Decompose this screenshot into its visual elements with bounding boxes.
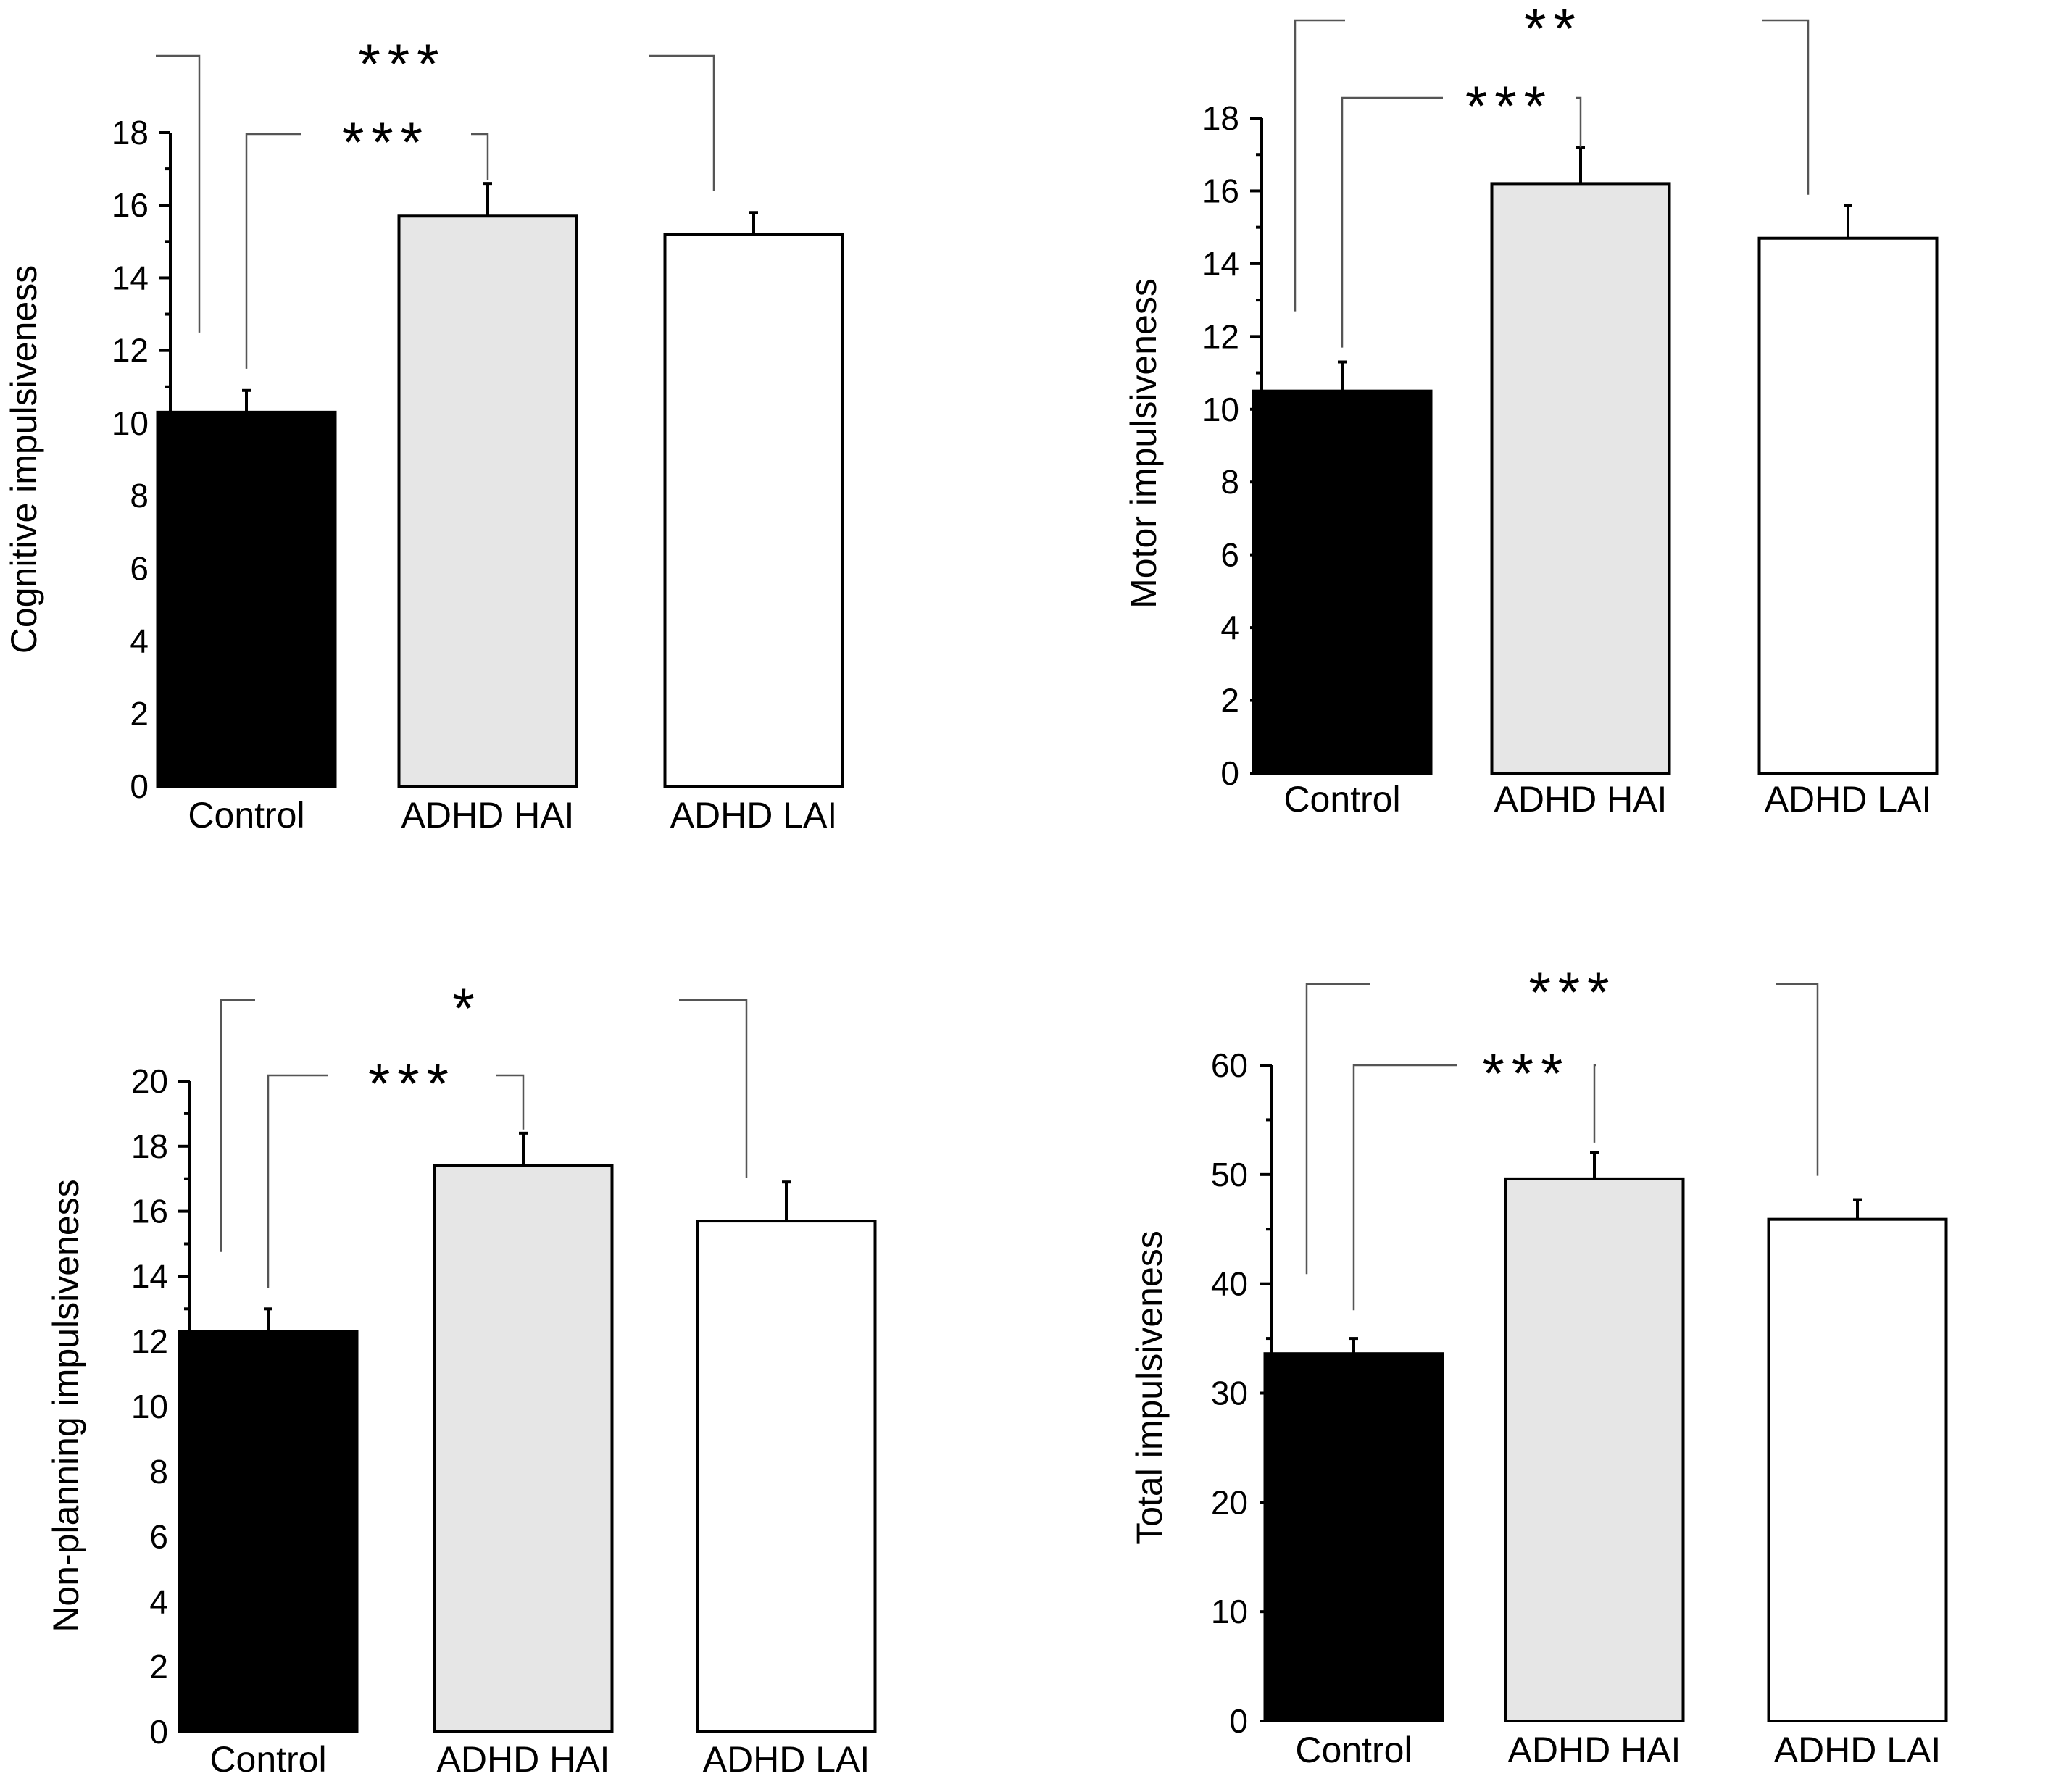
y-tick-label: 60 xyxy=(1211,1046,1248,1084)
significance-bracket-left xyxy=(1294,19,1345,312)
y-tick-label: 0 xyxy=(149,1713,168,1751)
x-category-label: ADHD LAI xyxy=(1765,779,1932,820)
panel-non-planning: 0 2 4 6 8 10 12 14 16 18 20 Non-planning impulsiven… xyxy=(46,976,877,1780)
y-tick-label: 2 xyxy=(149,1648,168,1685)
y-tick-label: 0 xyxy=(1220,754,1239,792)
x-category-label: Control xyxy=(188,795,304,835)
y-tick-label: 18 xyxy=(112,114,149,151)
x-category-label: ADHD HAI xyxy=(1494,779,1668,820)
x-category-label: Control xyxy=(1283,779,1400,820)
y-axis-label: Non-planning impulsiveness xyxy=(46,1179,86,1632)
significance-bracket-right xyxy=(1593,1064,1596,1143)
significance-bracket-left xyxy=(220,999,255,1252)
significance-bracket-left xyxy=(1352,1064,1457,1311)
x-category-label: Control xyxy=(1295,1730,1412,1770)
panel-motor: 0 2 4 6 8 10 12 14 16 18 Motor impulsiveness Contro… xyxy=(1123,0,1939,820)
significance-bracket-left xyxy=(267,1074,328,1288)
y-tick-label: 4 xyxy=(149,1583,168,1620)
bar-adhd-lai xyxy=(696,1220,877,1733)
bar-control xyxy=(178,1330,359,1733)
y-tick-label: 30 xyxy=(1211,1375,1248,1412)
x-category-label: ADHD LAI xyxy=(1774,1730,1941,1770)
x-category-label: ADHD HAI xyxy=(1508,1730,1681,1770)
y-tick-label: 12 xyxy=(112,332,149,370)
y-tick-label: 10 xyxy=(112,404,149,442)
bar-adhd-hai xyxy=(433,1164,614,1733)
y-tick-label: 12 xyxy=(1202,317,1239,355)
significance-bracket-right xyxy=(496,1074,525,1130)
bar-control xyxy=(156,410,337,788)
y-tick-label: 40 xyxy=(1211,1265,1248,1303)
significance-bracket-right xyxy=(1762,19,1810,195)
significance-label: * xyxy=(452,976,481,1040)
significance-label: *** xyxy=(1465,74,1553,138)
significance-label: *** xyxy=(368,1051,456,1115)
bar-adhd-hai xyxy=(1504,1177,1685,1723)
y-tick-label: 6 xyxy=(1220,536,1239,574)
y-tick-label: 6 xyxy=(130,549,149,587)
significance-bracket-left xyxy=(1341,96,1443,348)
y-tick-label: 10 xyxy=(1211,1593,1248,1630)
y-tick-label: 4 xyxy=(130,622,149,660)
x-category-label: ADHD LAI xyxy=(670,795,838,835)
y-tick-label: 0 xyxy=(130,767,149,805)
y-tick-label: 10 xyxy=(1202,391,1239,428)
x-category-label: ADHD HAI xyxy=(401,795,575,835)
x-category-label: ADHD LAI xyxy=(703,1739,870,1780)
bar-control xyxy=(1252,389,1433,775)
panel-total: 0 10 20 30 40 50 60 Total impulsiveness Control A… xyxy=(1129,960,1948,1770)
y-tick-label: 8 xyxy=(130,477,149,514)
x-category-label: Control xyxy=(209,1739,326,1780)
significance-bracket-right xyxy=(1576,96,1582,148)
y-tick-label: 14 xyxy=(112,259,149,296)
y-axis-label: Cognitive impulsiveness xyxy=(4,265,44,654)
y-tick-label: 16 xyxy=(1202,172,1239,209)
significance-bracket-left xyxy=(245,133,301,369)
y-axis-label: Motor impulsiveness xyxy=(1123,278,1164,609)
significance-label: *** xyxy=(1482,1041,1570,1105)
y-tick-label: 18 xyxy=(131,1128,168,1165)
significance-bracket-right xyxy=(649,54,715,191)
x-category-label: ADHD HAI xyxy=(437,1739,610,1780)
significance-bracket-right xyxy=(1776,983,1819,1176)
bar-adhd-hai xyxy=(397,214,578,788)
significance-label: *** xyxy=(342,110,430,174)
y-tick-label: 0 xyxy=(1229,1702,1248,1740)
y-tick-label: 8 xyxy=(1220,463,1239,501)
y-tick-label: 20 xyxy=(131,1062,168,1100)
significance-bracket-right xyxy=(471,133,489,180)
y-tick-label: 16 xyxy=(131,1193,168,1230)
y-tick-label: 50 xyxy=(1211,1156,1248,1193)
significance-label: *** xyxy=(1528,960,1616,1024)
bar-adhd-hai xyxy=(1490,182,1671,775)
y-tick-label: 20 xyxy=(1211,1483,1248,1521)
y-tick-label: 18 xyxy=(1202,99,1239,137)
significance-bracket-right xyxy=(679,999,748,1178)
panel-cognitive: 0 2 4 6 8 10 12 14 16 18 Cognitive impulsiveness Co… xyxy=(4,32,844,835)
y-tick-label: 14 xyxy=(131,1257,168,1295)
bar-adhd-lai xyxy=(663,233,844,788)
significance-bracket-left xyxy=(1305,983,1370,1275)
significance-label: ** xyxy=(1524,0,1583,60)
y-tick-label: 8 xyxy=(149,1453,168,1491)
y-tick-label: 2 xyxy=(1220,682,1239,720)
y-tick-label: 16 xyxy=(112,186,149,224)
y-axis-label: Total impulsiveness xyxy=(1129,1230,1170,1545)
significance-label: *** xyxy=(358,32,446,96)
y-tick-label: 2 xyxy=(130,695,149,733)
y-tick-label: 12 xyxy=(131,1322,168,1360)
bar-adhd-lai xyxy=(1767,1217,1948,1723)
y-tick-label: 10 xyxy=(131,1388,168,1425)
bar-control xyxy=(1263,1352,1444,1722)
y-tick-label: 6 xyxy=(149,1518,168,1556)
bar-adhd-lai xyxy=(1757,236,1939,775)
y-tick-label: 14 xyxy=(1202,245,1239,283)
significance-bracket-left xyxy=(156,54,201,333)
y-tick-label: 4 xyxy=(1220,609,1239,646)
